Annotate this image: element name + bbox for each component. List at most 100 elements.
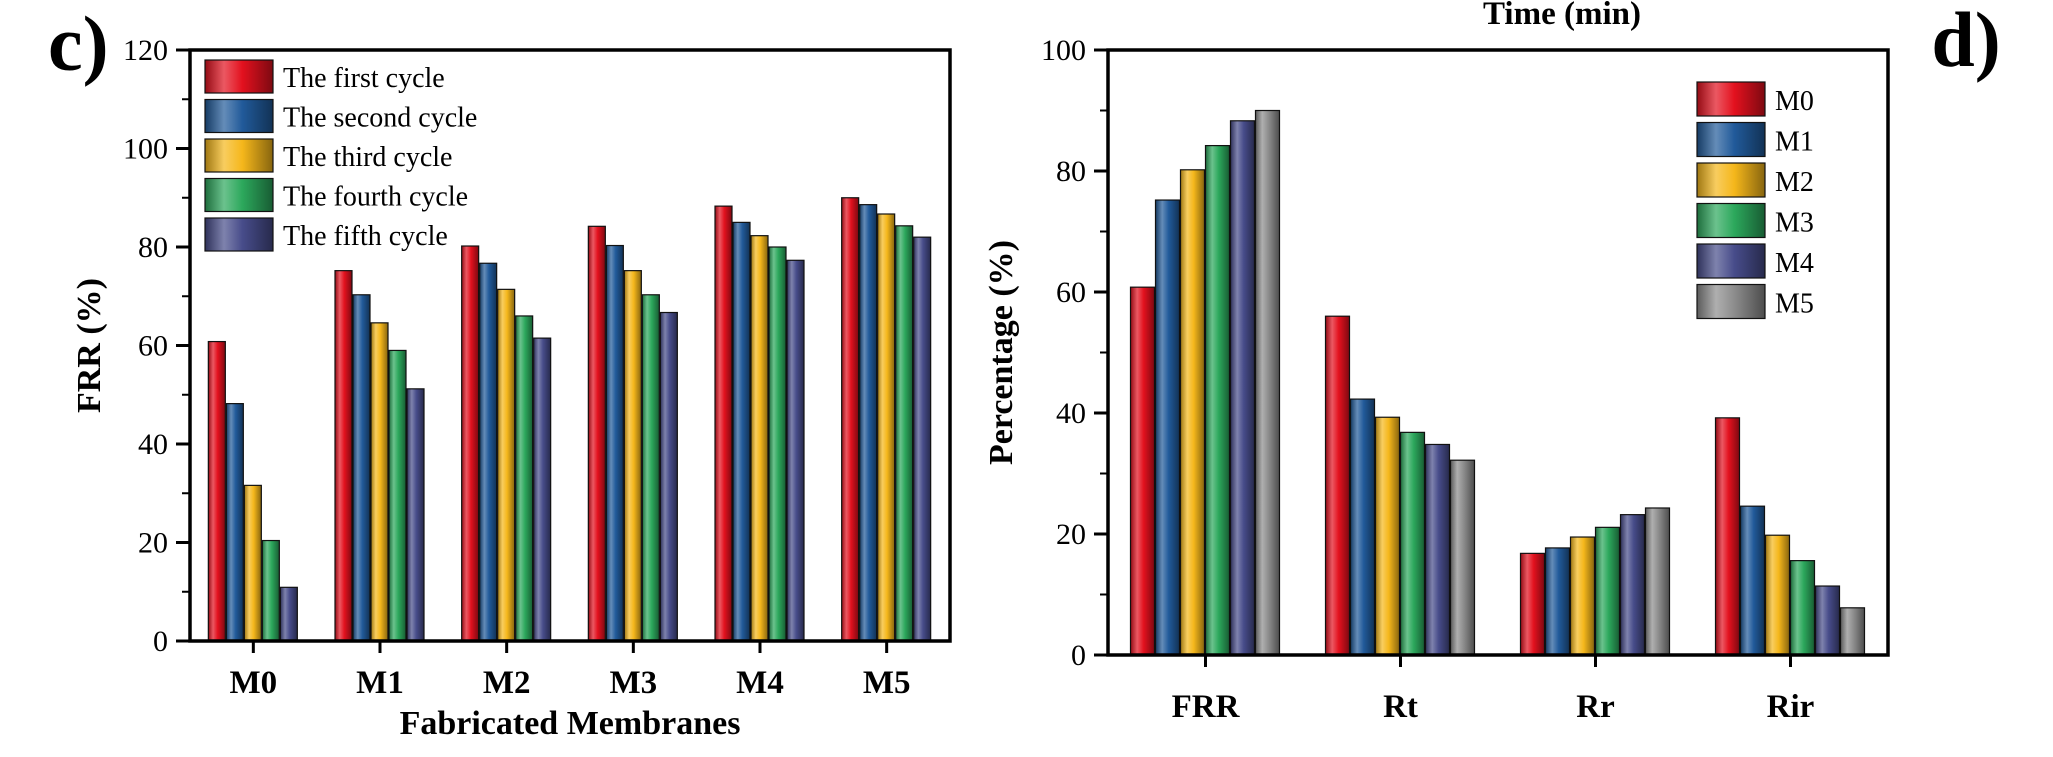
- bar-the-fourth-cycle-m0: [261, 539, 280, 642]
- bar-m1-rr: [1544, 547, 1571, 656]
- x-tick-label: Rir: [1767, 689, 1815, 725]
- legend-label: The third cycle: [283, 142, 452, 173]
- x-tick-label: Rt: [1383, 689, 1418, 725]
- bar-m1-rt: [1349, 398, 1376, 656]
- bar-the-second-cycle-m4: [732, 221, 751, 642]
- y-tick-label: 40: [1056, 397, 1086, 430]
- bar-the-first-cycle-m1: [334, 270, 353, 642]
- bar-the-third-cycle-m0: [243, 484, 262, 642]
- x-tick-label: M2: [483, 665, 531, 701]
- x-tick-label: M1: [356, 665, 404, 701]
- bar-the-second-cycle-m0: [225, 403, 244, 642]
- legend-swatch: [1696, 243, 1766, 279]
- legend-swatch: [1696, 162, 1766, 198]
- bar-the-fourth-cycle-m4: [768, 246, 787, 642]
- bar-m2-rt: [1374, 416, 1401, 656]
- bar-the-fifth-cycle-m4: [786, 259, 805, 642]
- legend-label: M2: [1775, 167, 1814, 198]
- x-axis-title: Fabricated Membranes: [400, 705, 741, 742]
- x-tick-label: M5: [863, 665, 911, 701]
- chart-panel-d: d) 0 20 40 60 80 100 FRR Rt Rr Rir Percentage (%) M0…: [983, 0, 2001, 725]
- legend-label: M4: [1775, 248, 1814, 279]
- y-tick-label: 120: [123, 34, 168, 67]
- bar-m5-frr: [1254, 109, 1281, 656]
- bar-m4-rr: [1619, 514, 1646, 656]
- legend-label: M5: [1775, 289, 1814, 320]
- y-tick-label: 60: [138, 330, 168, 363]
- bar-the-fifth-cycle-m1: [406, 388, 425, 642]
- bar-m2-rr: [1569, 536, 1596, 656]
- bar-m5-rt: [1449, 459, 1476, 656]
- plot-frame: [1106, 48, 1890, 657]
- bar-m1-frr: [1154, 199, 1181, 656]
- bar-the-second-cycle-m3: [605, 244, 624, 642]
- bar-m1-rir: [1739, 505, 1766, 656]
- legend-swatch: [1696, 121, 1766, 158]
- legend-label: The fourth cycle: [283, 182, 468, 213]
- bar-m3-rt: [1399, 431, 1426, 656]
- bar-the-third-cycle-m1: [370, 322, 389, 642]
- bar-the-fourth-cycle-m5: [895, 225, 914, 642]
- bar-the-fourth-cycle-m2: [515, 315, 534, 642]
- bar-m2-frr: [1179, 169, 1206, 656]
- bar-the-third-cycle-m2: [497, 288, 516, 642]
- legend-swatch: [204, 138, 274, 173]
- bar-the-second-cycle-m1: [352, 294, 371, 642]
- bar-the-second-cycle-m5: [859, 204, 878, 642]
- legend-label: The fifth cycle: [283, 221, 448, 252]
- bar-m0-frr: [1129, 286, 1156, 656]
- bar-the-fourth-cycle-m1: [388, 349, 407, 642]
- legend-swatch: [204, 98, 274, 134]
- x-tick-label: Rr: [1576, 689, 1614, 725]
- legend-label: M3: [1775, 208, 1814, 239]
- legend-label: M0: [1775, 86, 1814, 117]
- bar-the-fifth-cycle-m5: [913, 236, 932, 642]
- bar-m0-rr: [1519, 552, 1546, 656]
- y-tick-label: 40: [138, 428, 168, 461]
- bar-m4-rt: [1424, 443, 1451, 656]
- bar-m3-rr: [1594, 526, 1621, 656]
- bar-the-third-cycle-m5: [877, 213, 896, 642]
- bar-m4-frr: [1229, 120, 1256, 656]
- legend-swatch: [204, 217, 274, 252]
- bar-the-second-cycle-m2: [479, 262, 498, 642]
- x-tick-label: M0: [230, 665, 278, 701]
- legend-label: The second cycle: [283, 103, 477, 134]
- y-tick-label: 80: [1056, 155, 1086, 188]
- y-tick-label: 20: [1056, 518, 1086, 551]
- bar-the-fifth-cycle-m0: [279, 586, 298, 642]
- y-tick-label: 0: [1071, 639, 1086, 672]
- y-axis-title: FRR (%): [71, 278, 108, 413]
- top-fragment-text: Time (min): [1483, 0, 1641, 32]
- bar-m0-rir: [1714, 417, 1741, 656]
- panel-label: d): [1931, 0, 2000, 83]
- bar-m3-rir: [1789, 560, 1816, 656]
- legend-swatch: [1696, 202, 1766, 239]
- bar-m3-frr: [1204, 144, 1231, 656]
- legend-swatch: [1696, 283, 1766, 320]
- bar-m5-rr: [1644, 507, 1671, 656]
- legend-label: The first cycle: [283, 63, 445, 94]
- y-tick-label: 60: [1056, 276, 1086, 309]
- legend-label: M1: [1775, 127, 1814, 158]
- bar-the-first-cycle-m2: [461, 245, 480, 642]
- chart-panel-c: c) 0 20 40 60 80 100 120 M0 M1 M2 M3 M4 M5 FRR (%) Fabr…: [48, 0, 952, 742]
- bar-the-fourth-cycle-m3: [641, 294, 660, 642]
- bar-the-first-cycle-m0: [207, 340, 226, 642]
- y-tick-label: 100: [123, 133, 168, 166]
- y-tick-label: 100: [1041, 34, 1086, 67]
- bar-the-first-cycle-m5: [841, 197, 860, 642]
- bar-the-first-cycle-m4: [714, 205, 733, 642]
- y-axis-title: Percentage (%): [983, 240, 1020, 465]
- x-tick-label: FRR: [1172, 689, 1241, 725]
- bar-m0-rt: [1324, 315, 1351, 656]
- y-tick-label: 20: [138, 527, 168, 560]
- bar-the-first-cycle-m3: [587, 225, 606, 642]
- legend-swatch: [1696, 81, 1766, 117]
- bar-m4-rir: [1814, 585, 1841, 656]
- bar-the-third-cycle-m3: [623, 270, 642, 642]
- legend-swatch: [204, 59, 274, 94]
- bar-the-fifth-cycle-m2: [533, 337, 552, 642]
- x-tick-label: M3: [610, 665, 658, 701]
